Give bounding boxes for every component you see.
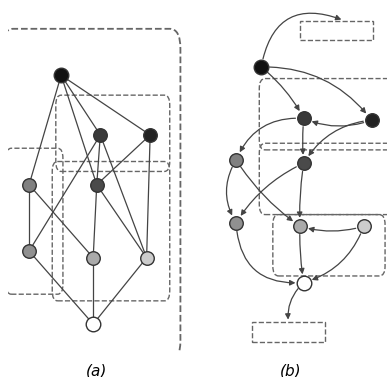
Point xyxy=(301,280,307,286)
Text: (a): (a) xyxy=(86,364,108,377)
Point xyxy=(233,220,239,226)
Point xyxy=(147,132,153,138)
Point xyxy=(368,117,375,123)
Point xyxy=(297,223,303,229)
Point xyxy=(90,321,96,327)
Point xyxy=(258,64,264,70)
Point xyxy=(361,223,367,229)
Point xyxy=(301,115,307,121)
Point xyxy=(144,255,150,261)
Point xyxy=(233,157,239,163)
Point xyxy=(58,72,64,78)
Point xyxy=(90,255,96,261)
Point xyxy=(301,160,307,166)
Point xyxy=(97,132,103,138)
Text: (b): (b) xyxy=(279,364,301,377)
Point xyxy=(26,182,32,188)
Point xyxy=(26,248,32,254)
Point xyxy=(94,182,100,188)
